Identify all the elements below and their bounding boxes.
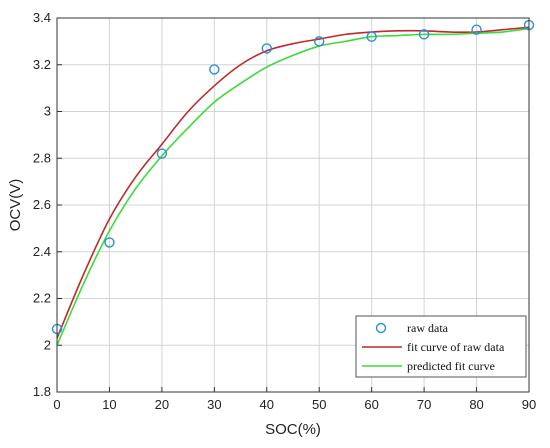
raw-data-point [209,64,220,75]
raw-data-point [156,148,168,159]
y-tick-label: 3.2 [33,57,51,72]
x-tick-label: 90 [522,397,536,412]
x-tick-label: 0 [53,397,60,412]
tick-labels: 0 10 20 30 40 50 60 70 80 90 1.8 2 2.2 2.4 2.6 2.8 3 3.2 3… [33,10,536,412]
legend: raw data fit curve of raw data predicted f… [355,315,527,378]
raw-data-point [261,43,272,54]
series-layer [51,19,535,346]
y-axis-label: OCV(V) [7,179,24,232]
legend-label: predicted fit curve [407,359,495,373]
y-tick-label: 2.2 [33,291,51,306]
x-tick-label: 60 [364,397,378,412]
y-tick-label: 3.4 [33,10,51,25]
x-tick-label: 20 [155,397,169,412]
predicted-curve-line [56,27,530,346]
plot-frame [56,17,530,393]
legend-label: fit curve of raw data [407,340,505,354]
raw-data-point [471,24,482,35]
y-tick-label: 1.8 [33,384,51,399]
y-tick-label: 2.4 [33,244,51,259]
raw-data-point [366,31,377,42]
legend-marker-raw-data [375,322,387,334]
raw-data-point [418,29,430,40]
raw-data-point [314,36,325,47]
y-tick-label: 2.6 [33,197,51,212]
x-tick-label: 80 [469,397,483,412]
y-tick-label: 3 [44,104,51,119]
fit-curve-line [56,26,530,339]
y-tick-label: 2.8 [33,150,51,165]
x-tick-label: 10 [102,397,116,412]
x-tick-label: 50 [312,397,326,412]
x-tick-label: 40 [260,397,274,412]
x-tick-label: 30 [207,397,221,412]
x-axis-label: SOC(%) [265,421,321,438]
raw-data-point [104,237,115,248]
x-tick-label: 70 [417,397,431,412]
legend-label: raw data [407,321,449,335]
y-tick-label: 2 [44,337,51,352]
